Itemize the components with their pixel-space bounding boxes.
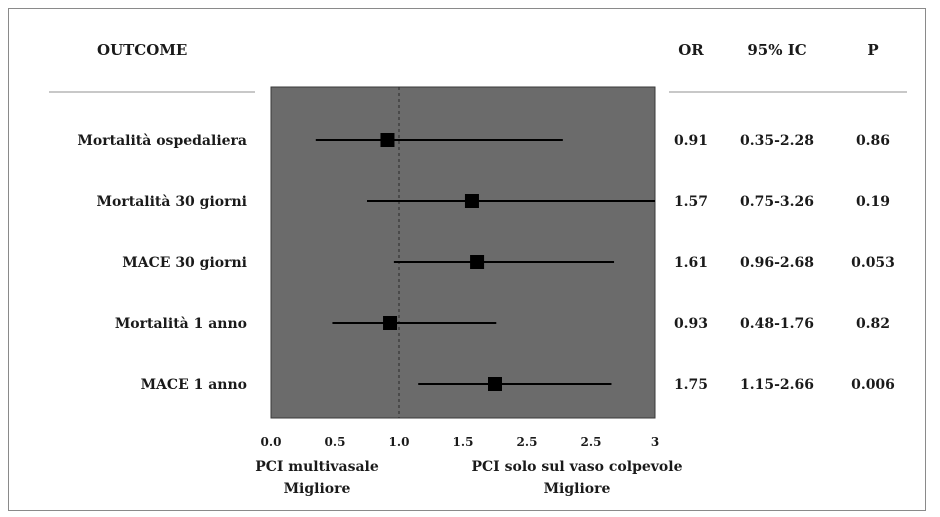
x-tick-label: 2.5 [581, 435, 602, 449]
forest-row: Mortalità ospedaliera 0.91 0.35-2.28 0.86 [77, 133, 890, 149]
x-tick-label: 0.0 [261, 435, 282, 449]
row-ci-value: 1.15-2.66 [740, 377, 814, 393]
row-ci-value: 0.75-3.26 [740, 194, 814, 210]
row-or-value: 1.57 [674, 194, 708, 210]
row-or-value: 0.91 [674, 133, 708, 149]
header-p: P [867, 41, 878, 59]
row-p-value: 0.053 [851, 255, 895, 271]
row-or-value: 0.93 [674, 316, 708, 332]
forest-row: MACE 1 anno 1.75 1.15-2.66 0.006 [141, 377, 895, 393]
footer-right-line1: PCI solo sul vaso colpevole [472, 459, 683, 475]
row-p-value: 0.82 [856, 316, 890, 332]
forest-rows: Mortalità ospedaliera 0.91 0.35-2.28 0.86Mo… [77, 133, 895, 393]
x-tick-label: 2.5 [517, 435, 538, 449]
or-marker [464, 194, 479, 208]
x-tick-label: 3 [651, 435, 659, 449]
row-outcome-label: MACE 1 anno [141, 377, 247, 393]
row-ci-value: 0.48-1.76 [740, 316, 814, 332]
plot-area [270, 86, 656, 419]
x-tick-label: 0.5 [325, 435, 346, 449]
row-p-value: 0.86 [856, 133, 890, 149]
row-p-value: 0.19 [856, 194, 890, 210]
row-outcome-label: Mortalità 30 giorni [97, 194, 247, 210]
x-tick-label: 1.5 [453, 435, 474, 449]
forest-plot: OUTCOME OR 95% IC P Mortalità ospedalier… [49, 41, 907, 497]
forest-row: Mortalità 30 giorni 1.57 0.75-3.26 0.19 [97, 194, 890, 210]
footer-left-line1: PCI multivasale [255, 459, 379, 475]
row-outcome-label: MACE 30 giorni [122, 255, 247, 271]
or-marker [470, 255, 485, 269]
forest-row: MACE 30 giorni 1.61 0.96-2.68 0.053 [122, 255, 895, 271]
header-or: OR [678, 41, 704, 59]
row-outcome-label: Mortalità 1 anno [115, 316, 247, 332]
footer-right-line2: Migliore [544, 481, 611, 497]
row-or-value: 1.75 [674, 377, 708, 393]
row-ci-value: 0.35-2.28 [740, 133, 814, 149]
or-marker [488, 377, 502, 391]
x-tick-label: 1.0 [389, 435, 410, 449]
header-ci: 95% IC [747, 41, 806, 59]
row-or-value: 1.61 [674, 255, 708, 271]
x-axis-ticks: 0.0 0.5 1.0 1.5 2.5 2.5 3 [261, 435, 660, 449]
or-marker [383, 316, 398, 330]
header-outcome: OUTCOME [97, 41, 187, 59]
or-marker [380, 133, 395, 147]
row-outcome-label: Mortalità ospedaliera [77, 133, 247, 149]
figure-frame: OUTCOME OR 95% IC P Mortalità ospedalier… [8, 8, 926, 511]
row-ci-value: 0.96-2.68 [740, 255, 814, 271]
footer-left-line2: Migliore [284, 481, 351, 497]
forest-row: Mortalità 1 anno 0.93 0.48-1.76 0.82 [115, 316, 890, 332]
row-p-value: 0.006 [851, 377, 895, 393]
